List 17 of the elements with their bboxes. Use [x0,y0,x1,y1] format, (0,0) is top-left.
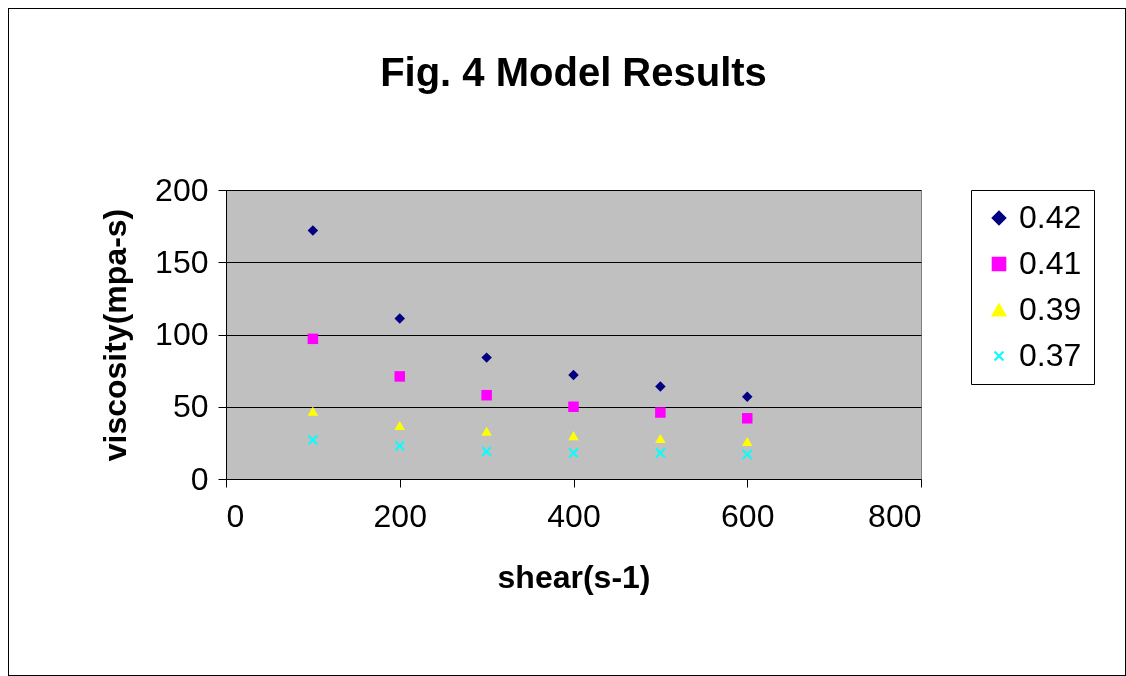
x-tick-label: 200 [373,497,427,534]
y-tick-label: 200 [155,171,209,208]
y-tick-label: 150 [155,243,209,280]
x-tick-label: 800 [868,497,922,534]
x-tick-label: 400 [547,497,601,534]
y-axis-title: viscosity(mpa-s) [97,208,134,462]
legend-label: 0.41 [1019,245,1082,281]
legend-label: 0.42 [1019,199,1082,235]
y-tick-label: 0 [190,460,209,497]
x-tick-label: 0 [226,497,245,534]
x-axis-title: shear(s-1) [497,558,651,595]
y-tick-label: 100 [155,316,209,352]
legend-label: 0.39 [1019,291,1082,327]
y-tick-label: 50 [172,388,209,425]
legend-label: 0.37 [1019,337,1082,373]
x-tick-label: 600 [721,497,775,534]
chart-title: Fig. 4 Model Results [380,50,767,94]
